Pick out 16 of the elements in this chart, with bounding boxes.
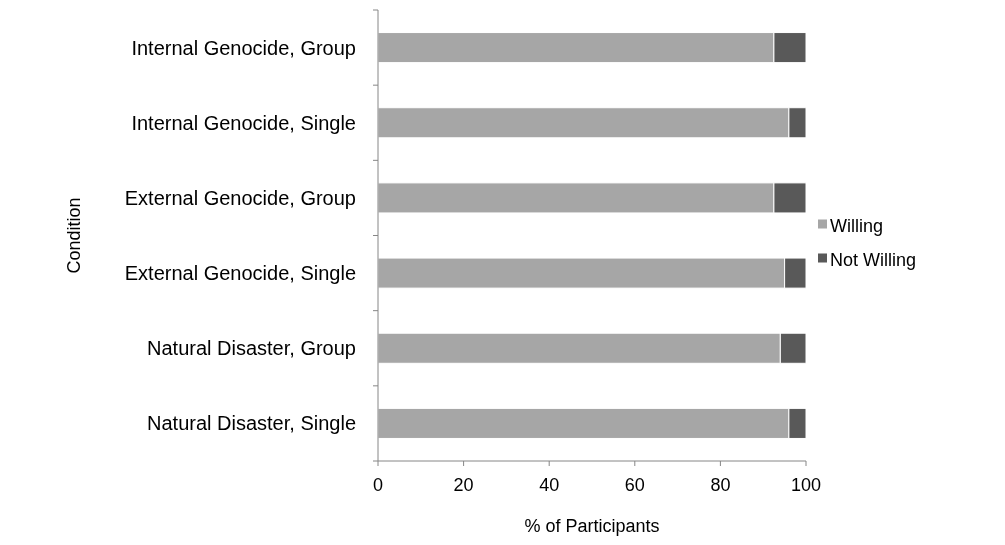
y-tick-label: Natural Disaster, Group [147,337,356,360]
y-tick-label: External Genocide, Group [124,186,356,209]
y-tick-label: Natural Disaster, Single [147,412,356,435]
legend-label: Willing [830,215,884,236]
x-tick-label: 40 [539,475,560,495]
y-axis-title: Condition [64,197,84,274]
y-tick-label: Internal Genocide, Group [131,36,356,59]
y-tick-label: External Genocide, Single [124,262,356,285]
x-tick-label: 20 [453,475,474,495]
y-tick-label: Internal Genocide, Single [131,111,356,134]
x-axis-title: % of Participants [524,516,660,536]
x-tick-label: 80 [710,475,731,495]
legend-label: Not Willing [830,249,917,270]
x-tick-label: 100 [790,475,822,495]
x-tick-label: 0 [372,475,384,495]
x-tick-label: 60 [624,475,645,495]
